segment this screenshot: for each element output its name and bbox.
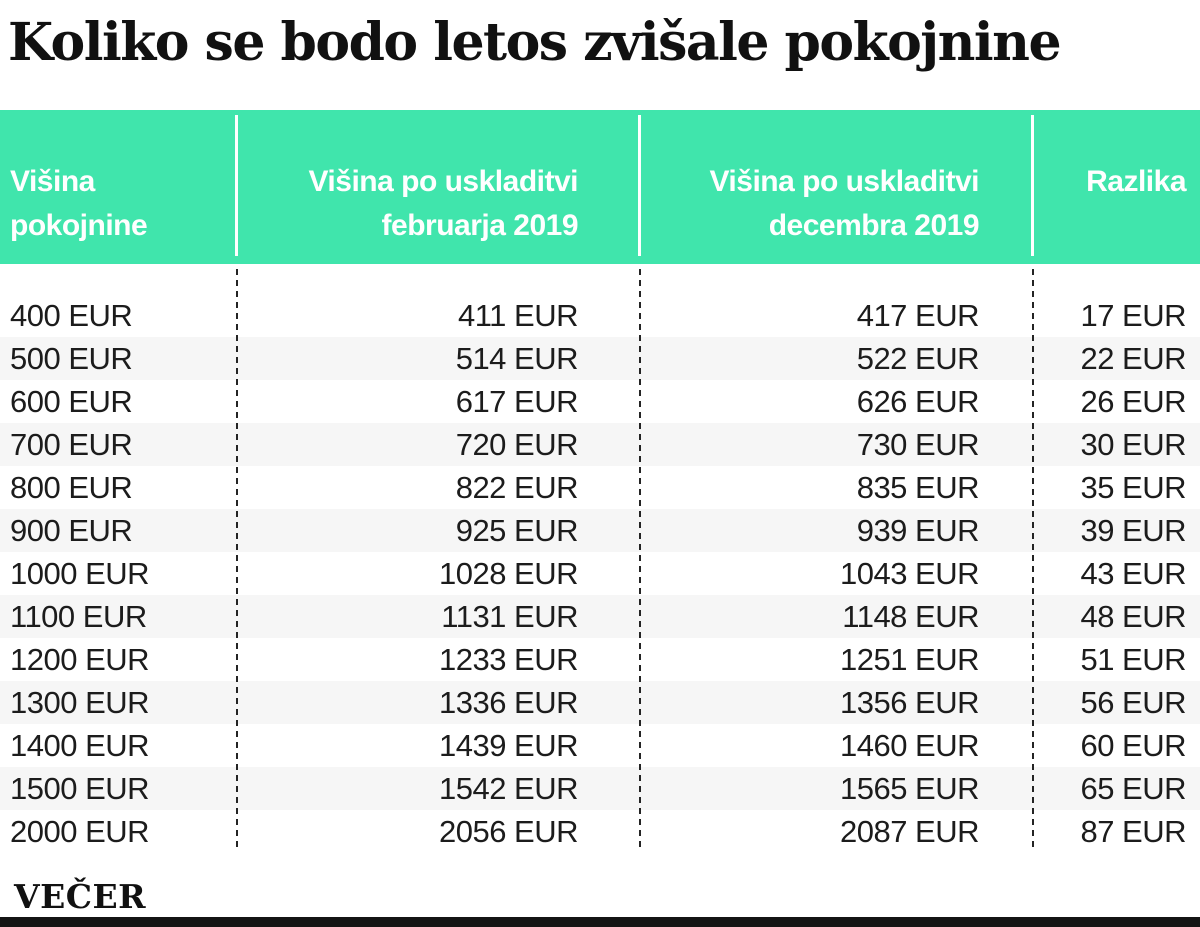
cell-difference: 43 EUR — [1080, 556, 1186, 591]
dashed-column-divider — [1032, 269, 1034, 849]
table-row: 1300 EUR 1336 EUR 1356 EUR 56 EUR — [0, 681, 1200, 724]
column-header-february-adjustment: Višina po uskladitvi februarja 2019 — [237, 110, 640, 264]
table-row: 400 EUR 411 EUR 417 EUR 17 EUR — [0, 294, 1200, 337]
dashed-column-divider — [639, 269, 641, 849]
column-header-pension-amount: Višina pokojnine — [0, 110, 237, 264]
table-row: 700 EUR 720 EUR 730 EUR 30 EUR — [0, 423, 1200, 466]
cell-pension-amount: 900 EUR — [10, 513, 133, 548]
cell-pension-amount: 1000 EUR — [10, 556, 150, 591]
cell-february-adjustment: 720 EUR — [455, 427, 579, 462]
cell-february-adjustment: 1336 EUR — [438, 685, 579, 720]
cell-difference: 39 EUR — [1080, 513, 1186, 548]
cell-pension-amount: 1100 EUR — [10, 599, 147, 634]
cell-december-adjustment: 417 EUR — [856, 298, 980, 333]
cell-pension-amount: 1300 EUR — [10, 685, 150, 720]
cell-difference: 51 EUR — [1080, 642, 1186, 677]
cell-december-adjustment: 522 EUR — [856, 341, 980, 376]
cell-december-adjustment: 1251 EUR — [839, 642, 980, 677]
cell-december-adjustment: 939 EUR — [856, 513, 980, 548]
table-rows: 400 EUR 411 EUR 417 EUR 17 EUR 500 EUR 5… — [0, 294, 1200, 853]
table-row: 500 EUR 514 EUR 522 EUR 22 EUR — [0, 337, 1200, 380]
cell-difference: 17 EUR — [1080, 298, 1186, 333]
cell-february-adjustment: 1439 EUR — [438, 728, 579, 763]
column-header-line: decembra 2019 — [768, 209, 980, 242]
column-header-difference: Razlika — [1033, 110, 1200, 264]
table-row: 1400 EUR 1439 EUR 1460 EUR 60 EUR — [0, 724, 1200, 767]
cell-difference: 35 EUR — [1080, 470, 1186, 505]
cell-difference: 26 EUR — [1080, 384, 1186, 419]
cell-february-adjustment: 1233 EUR — [438, 642, 579, 677]
cell-difference: 65 EUR — [1080, 771, 1186, 806]
cell-difference: 87 EUR — [1080, 814, 1186, 849]
table-row: 1000 EUR 1028 EUR 1043 EUR 43 EUR — [0, 552, 1200, 595]
cell-difference: 30 EUR — [1080, 427, 1186, 462]
table-header: Višina pokojnine Višina po uskladitvi fe… — [0, 110, 1200, 264]
cell-pension-amount: 1200 EUR — [10, 642, 150, 677]
cell-pension-amount: 1500 EUR — [10, 771, 150, 806]
cell-pension-amount: 1400 EUR — [10, 728, 150, 763]
cell-february-adjustment: 514 EUR — [455, 341, 579, 376]
cell-december-adjustment: 1148 EUR — [842, 599, 979, 634]
column-header-line: Višina po uskladitvi — [709, 165, 979, 198]
cell-december-adjustment: 835 EUR — [856, 470, 980, 505]
header-column-divider — [235, 115, 238, 256]
column-header-line: Višina — [10, 165, 95, 198]
column-header-line: pokojnine — [10, 209, 148, 242]
cell-pension-amount: 2000 EUR — [10, 814, 150, 849]
footer-bar — [0, 917, 1200, 927]
cell-pension-amount: 500 EUR — [10, 341, 133, 376]
dashed-column-divider — [236, 269, 238, 849]
vecer-logo: VEČER — [14, 877, 147, 916]
cell-february-adjustment: 2056 EUR — [438, 814, 579, 849]
cell-pension-amount: 700 EUR — [10, 427, 133, 462]
cell-pension-amount: 600 EUR — [10, 384, 133, 419]
cell-difference: 22 EUR — [1080, 341, 1186, 376]
column-header-line: Višina po uskladitvi — [308, 165, 578, 198]
table-row: 800 EUR 822 EUR 835 EUR 35 EUR — [0, 466, 1200, 509]
page-title: Koliko se bodo letos zvišale pokojnine — [8, 12, 1062, 73]
cell-december-adjustment: 1460 EUR — [839, 728, 980, 763]
header-column-divider — [1031, 115, 1034, 256]
cell-december-adjustment: 1565 EUR — [839, 771, 980, 806]
cell-december-adjustment: 730 EUR — [856, 427, 980, 462]
cell-difference: 48 EUR — [1080, 599, 1186, 634]
cell-pension-amount: 400 EUR — [10, 298, 133, 333]
table-row: 900 EUR 925 EUR 939 EUR 39 EUR — [0, 509, 1200, 552]
table-row: 1500 EUR 1542 EUR 1565 EUR 65 EUR — [0, 767, 1200, 810]
table-row: 2000 EUR 2056 EUR 2087 EUR 87 EUR — [0, 810, 1200, 853]
cell-february-adjustment: 822 EUR — [455, 470, 579, 505]
table-body: 400 EUR 411 EUR 417 EUR 17 EUR 500 EUR 5… — [0, 264, 1200, 853]
table-row: 1200 EUR 1233 EUR 1251 EUR 51 EUR — [0, 638, 1200, 681]
column-header-line: Razlika — [1086, 165, 1186, 198]
cell-difference: 60 EUR — [1080, 728, 1186, 763]
cell-february-adjustment: 1542 EUR — [438, 771, 579, 806]
cell-december-adjustment: 1043 EUR — [839, 556, 980, 591]
cell-february-adjustment: 925 EUR — [455, 513, 579, 548]
cell-february-adjustment: 1131 EUR — [441, 599, 578, 634]
table-row: 1100 EUR 1131 EUR 1148 EUR 48 EUR — [0, 595, 1200, 638]
header-column-divider — [638, 115, 641, 256]
cell-february-adjustment: 411 EUR — [458, 298, 579, 333]
cell-december-adjustment: 1356 EUR — [839, 685, 980, 720]
cell-february-adjustment: 617 EUR — [455, 384, 579, 419]
cell-december-adjustment: 2087 EUR — [839, 814, 980, 849]
table-row: 600 EUR 617 EUR 626 EUR 26 EUR — [0, 380, 1200, 423]
cell-pension-amount: 800 EUR — [10, 470, 133, 505]
column-header-line: februarja 2019 — [381, 209, 579, 242]
column-header-december-adjustment: Višina po uskladitvi decembra 2019 — [640, 110, 1033, 264]
footer: VEČER — [0, 853, 1200, 927]
cell-difference: 56 EUR — [1080, 685, 1186, 720]
cell-december-adjustment: 626 EUR — [856, 384, 980, 419]
cell-february-adjustment: 1028 EUR — [438, 556, 579, 591]
